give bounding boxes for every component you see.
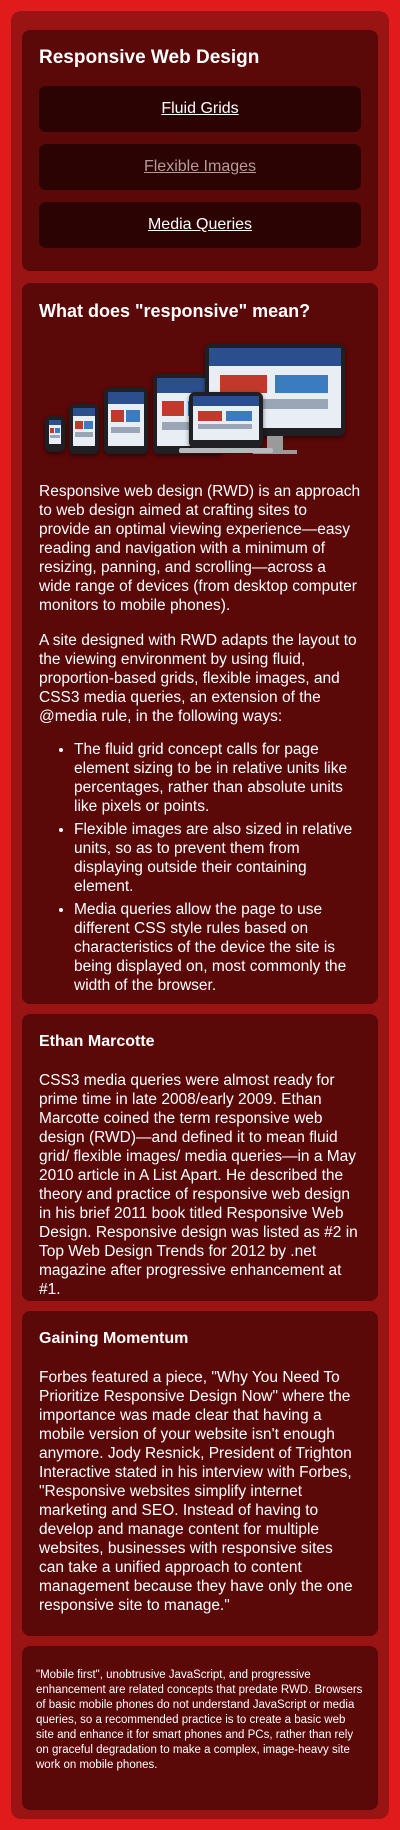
momentum-panel: Gaining Momentum Forbes featured a piece… (22, 1311, 378, 1636)
nav-link-flexible-images[interactable]: Flexible Images (39, 144, 361, 190)
momentum-text: Forbes featured a piece, "Why You Need T… (39, 1369, 353, 1614)
intro-paragraph-1: Responsive web design (RWD) is an approa… (39, 483, 361, 614)
nav-panel: Responsive Web Design Fluid Grids Flexib… (22, 30, 378, 271)
nav-link-fluid-grids[interactable]: Fluid Grids (39, 86, 361, 132)
intro-panel: What does "responsive" mean? Responsive … (22, 283, 378, 1004)
marcotte-panel: Ethan Marcotte CSS3 media queries were a… (22, 1014, 378, 1301)
footer-note-panel: "Mobile first", unobtrusive JavaScript, … (22, 1646, 378, 1810)
intro-heading: What does "responsive" mean? (39, 301, 311, 321)
laptop-base (179, 448, 273, 453)
page-title: Responsive Web Design (39, 47, 260, 68)
nav-link-media-queries[interactable]: Media Queries (39, 202, 361, 248)
intro-bullet-list: The fluid grid concept calls for page el… (39, 740, 361, 995)
laptop-device (189, 392, 263, 448)
marcotte-text: CSS3 media queries were almost ready for… (39, 1072, 358, 1298)
list-item: Media queries allow the page to use diff… (74, 900, 361, 995)
phone-device (45, 416, 65, 452)
marcotte-heading: Ethan Marcotte (39, 1033, 155, 1050)
momentum-heading: Gaining Momentum (39, 1330, 189, 1347)
monitor-base (253, 450, 297, 454)
monitor-stand (267, 436, 283, 450)
list-item: The fluid grid concept calls for page el… (74, 740, 361, 816)
responsive-devices-image (39, 336, 361, 466)
tablet-device (104, 388, 148, 454)
intro-paragraph-2: A site designed with RWD adapts the layo… (39, 632, 357, 725)
small-tablet-device (69, 404, 99, 454)
list-item: Flexible images are also sized in relati… (74, 820, 361, 896)
footer-note-text: "Mobile first", unobtrusive JavaScript, … (36, 1669, 363, 1771)
